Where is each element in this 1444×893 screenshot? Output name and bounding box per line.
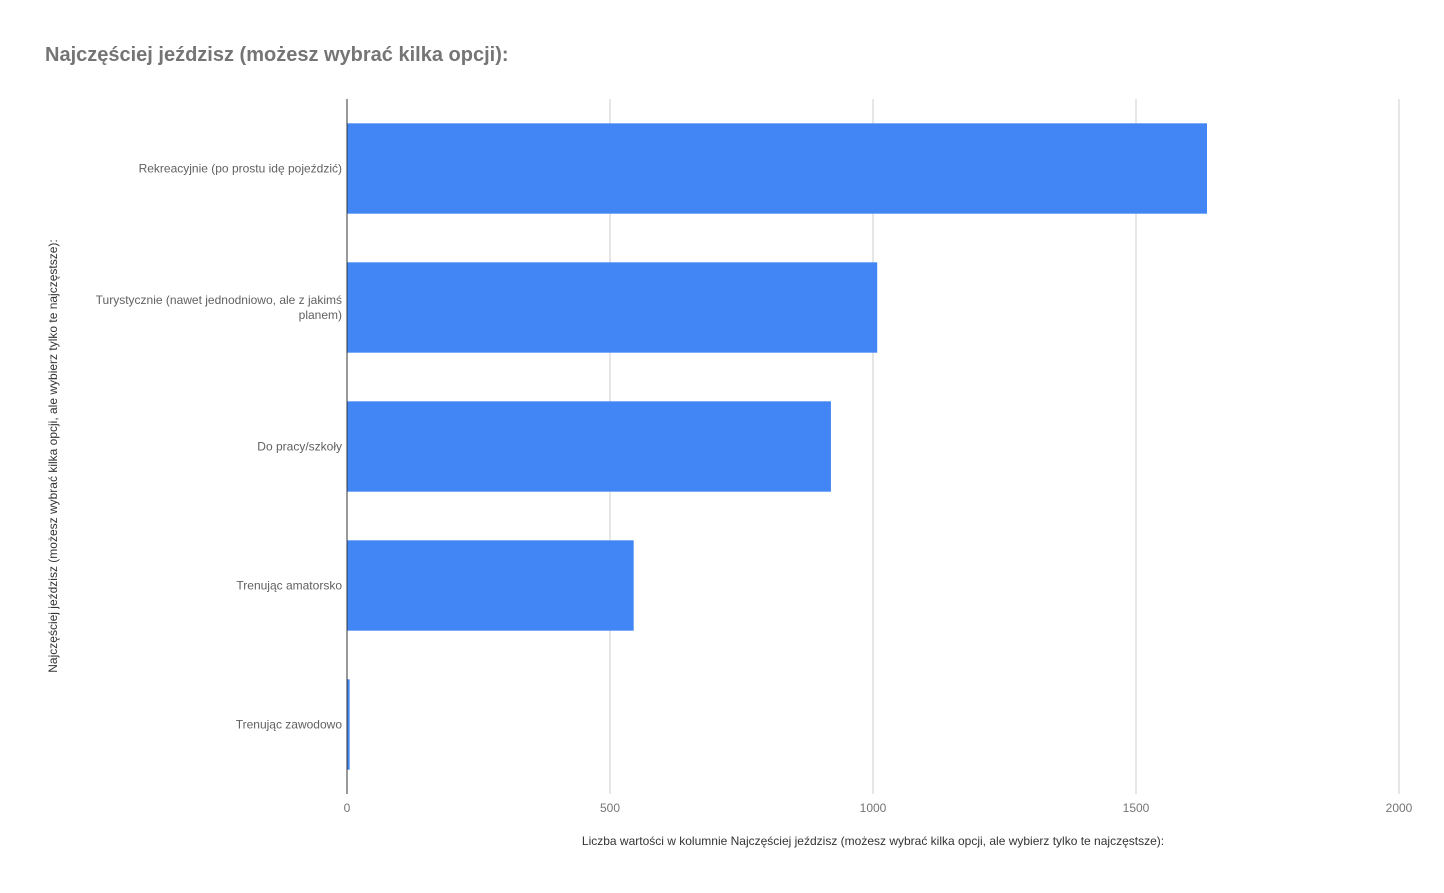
bar — [347, 540, 634, 631]
y-axis-title: Najczęściej jeździsz (możesz wybrać kilk… — [46, 239, 60, 672]
x-tick-label: 0 — [344, 801, 351, 815]
category-label-line: Do pracy/szkoły — [257, 440, 342, 454]
bar — [347, 401, 831, 492]
category-label-line: planem) — [299, 308, 342, 322]
bars — [346, 99, 1208, 794]
bar — [347, 679, 350, 770]
chart-title: Najczęściej jeździsz (możesz wybrać kilk… — [45, 44, 509, 66]
category-label-line: Trenując amatorsko — [236, 579, 342, 593]
x-tick-label: 1000 — [860, 801, 887, 815]
category-label-line: Trenując zawodowo — [236, 718, 343, 732]
category-label: Rekreacyjnie (po prostu idę pojeździć) — [139, 162, 342, 176]
bar — [347, 123, 1208, 214]
bar — [347, 262, 878, 353]
x-tick-label: 1500 — [1123, 801, 1150, 815]
category-label-line: Rekreacyjnie (po prostu idę pojeździć) — [139, 162, 342, 176]
category-label: Trenując amatorsko — [236, 579, 342, 593]
x-axis-title: Liczba wartości w kolumnie Najczęściej j… — [582, 834, 1164, 848]
x-tick-labels: 0 500 1000 1500 2000 — [344, 801, 1413, 815]
category-label: Do pracy/szkoły — [257, 440, 342, 454]
category-label-line: Turystycznie (nawet jednodniowo, ale z j… — [96, 293, 342, 307]
x-tick-label: 2000 — [1386, 801, 1413, 815]
category-label: Turystycznie (nawet jednodniowo, ale z j… — [96, 293, 342, 322]
category-labels: Rekreacyjnie (po prostu idę pojeździć) Tu… — [96, 162, 343, 732]
x-tick-label: 500 — [600, 801, 620, 815]
category-label: Trenując zawodowo — [236, 718, 343, 732]
